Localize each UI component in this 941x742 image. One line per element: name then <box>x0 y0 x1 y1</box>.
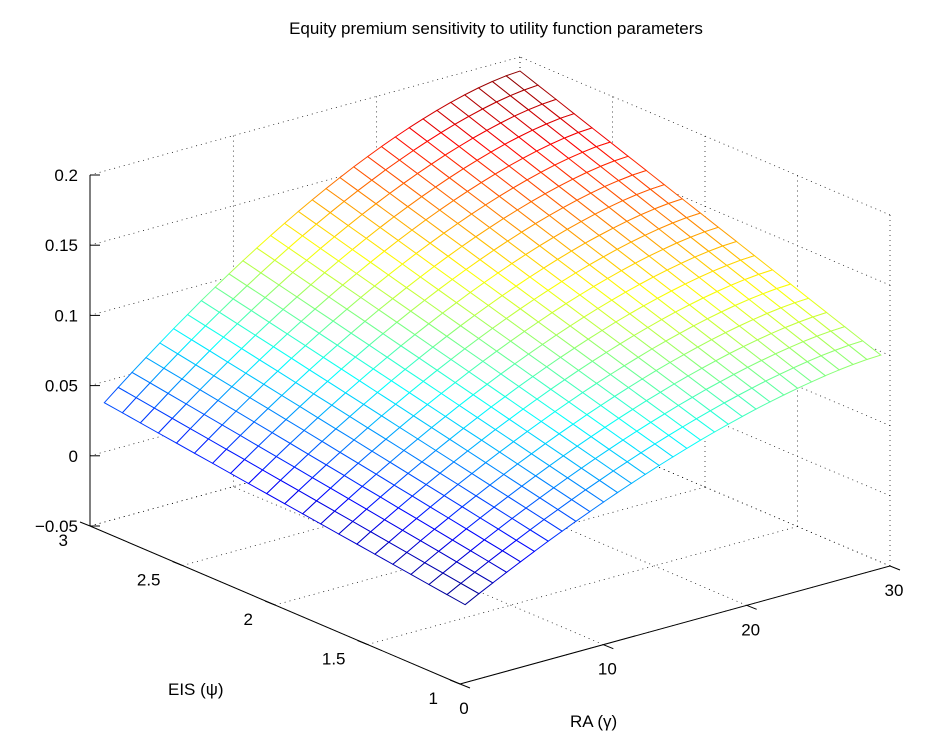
x-tick-mark <box>603 644 614 650</box>
x-tick-mark <box>746 604 757 610</box>
y-tick-label-mark <box>449 679 461 685</box>
x-tick-label: 10 <box>598 660 617 679</box>
y-tick-label-mark <box>264 600 276 606</box>
floor-gridline-ra <box>233 486 604 645</box>
z-tick-label: 0.05 <box>45 377 78 396</box>
y-tick-label: 1 <box>429 689 438 708</box>
z-tick-label: −0.05 <box>35 517 78 536</box>
y-tick-label-mark <box>172 561 183 566</box>
x-tick-mark <box>459 683 471 689</box>
surface-mesh <box>103 70 882 606</box>
sidewall-gridline-z <box>519 56 891 216</box>
x-axis-label: RA (γ) <box>570 712 617 731</box>
x-tick-mark <box>889 565 901 571</box>
z-tick-label: 0 <box>69 447 78 466</box>
x-tick-label: 0 <box>459 699 468 718</box>
y-tick-label: 3 <box>59 531 68 550</box>
y-tick-label: 1.5 <box>322 650 346 669</box>
z-tick-label: 0.1 <box>54 306 78 325</box>
y-tick-label: 2 <box>244 610 253 629</box>
x-tick-label: 30 <box>885 581 904 600</box>
y-tick-label: 2.5 <box>137 571 161 590</box>
z-tick-label: 0.2 <box>54 166 78 185</box>
z-tick-label: 0.15 <box>45 236 78 255</box>
y-axis-label: EIS (ψ) <box>168 680 224 699</box>
y-tick-label-mark <box>79 521 91 527</box>
surface-cell <box>446 582 480 606</box>
x-tick-label: 20 <box>741 620 760 639</box>
chart-title: Equity premium sensitivity to utility fu… <box>289 19 703 38</box>
x-axis-line <box>459 565 891 685</box>
tick-labels: 0 10 20 30 1 1.5 2 2.5 3−0.05 0 0.05 0.1 0.15 0.2 <box>35 166 903 718</box>
y-tick-label-mark <box>357 640 368 645</box>
axes <box>79 174 901 689</box>
